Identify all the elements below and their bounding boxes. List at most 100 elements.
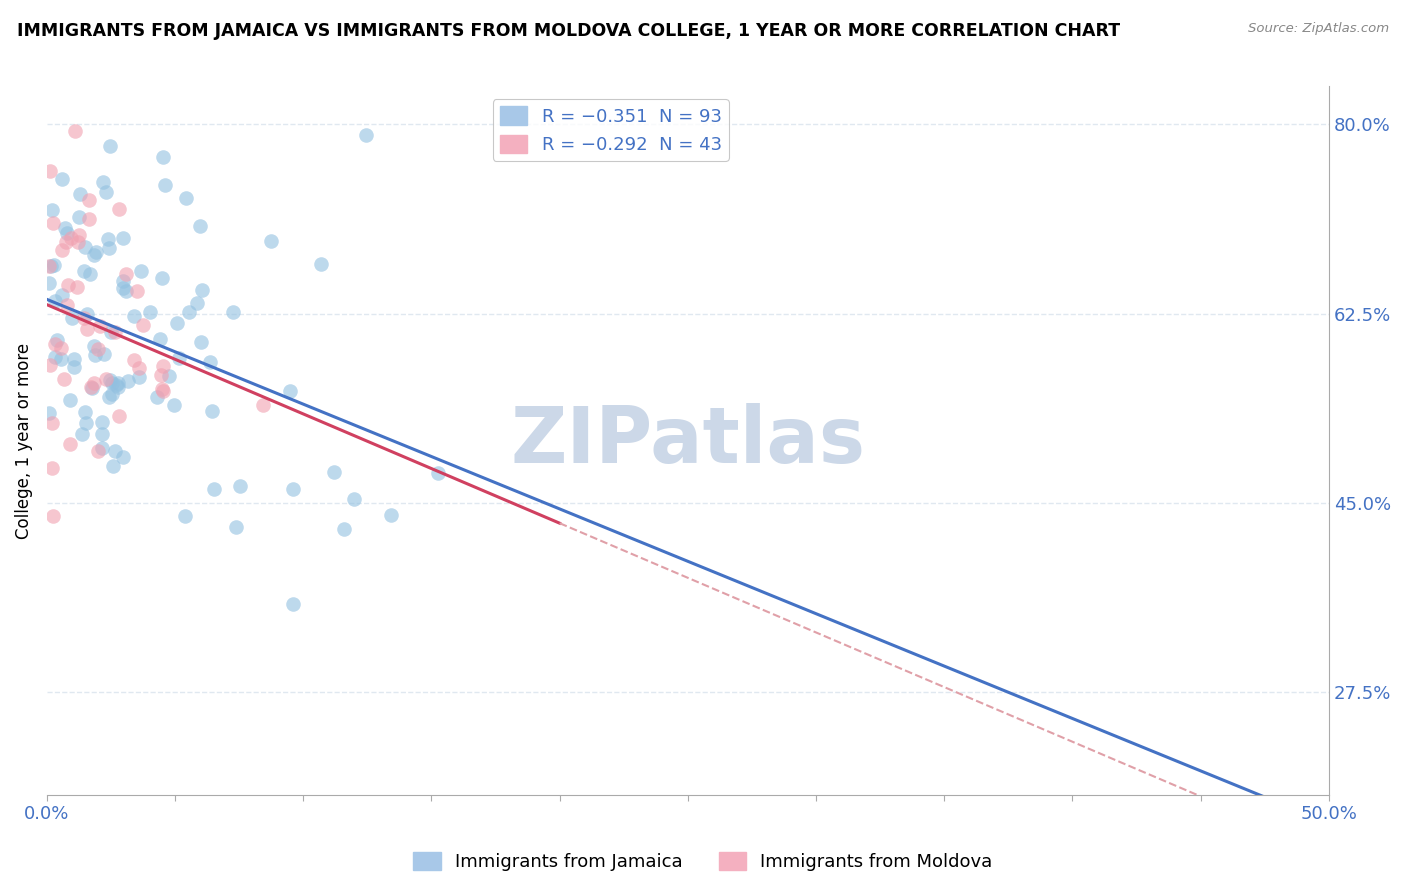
Point [100, 376, 122, 390]
Point [333, 522, 356, 536]
Point [166, 316, 188, 330]
Point [67, 235, 90, 250]
Point [107, 202, 129, 216]
Point [129, 264, 152, 278]
Point [79, 267, 101, 281]
Point [59, 437, 82, 451]
Point [145, 390, 167, 404]
Point [55, 220, 77, 235]
Point [77, 211, 100, 226]
Point [39, 259, 62, 273]
Point [107, 380, 129, 394]
Point [427, 467, 450, 481]
Point [66, 280, 89, 294]
Point [70, 427, 93, 442]
Point [55, 235, 77, 249]
Point [97, 241, 120, 255]
Point [98, 373, 121, 387]
Point [225, 520, 247, 534]
Point [157, 369, 180, 384]
Point [201, 404, 224, 418]
Point [38, 164, 60, 178]
Point [125, 284, 148, 298]
Point [111, 231, 134, 245]
Point [67, 227, 90, 242]
Point [94, 185, 117, 199]
Point [59, 230, 82, 244]
Point [122, 352, 145, 367]
Point [75, 416, 97, 430]
Point [132, 318, 155, 333]
Point [111, 274, 134, 288]
Point [94, 372, 117, 386]
Point [322, 465, 344, 479]
Point [128, 360, 150, 375]
Point [51, 243, 73, 257]
Point [278, 384, 301, 398]
Point [77, 194, 100, 208]
Point [41, 416, 63, 430]
Point [86, 342, 108, 356]
Point [186, 296, 208, 310]
Point [97, 232, 120, 246]
Point [174, 191, 197, 205]
Point [42, 259, 65, 273]
Point [229, 479, 252, 493]
Point [107, 376, 129, 391]
Point [153, 178, 176, 193]
Point [112, 450, 135, 464]
Point [93, 347, 115, 361]
Point [51, 172, 73, 186]
Point [150, 383, 173, 397]
Point [83, 376, 105, 390]
Point [38, 276, 60, 290]
Text: IMMIGRANTS FROM JAMAICA VS IMMIGRANTS FROM MOLDOVA COLLEGE, 1 YEAR OR MORE CORRE: IMMIGRANTS FROM JAMAICA VS IMMIGRANTS FR… [17, 22, 1121, 40]
Point [83, 248, 105, 262]
Point [56, 278, 79, 293]
Point [83, 348, 105, 362]
Point [139, 305, 162, 319]
Point [343, 491, 366, 506]
Point [87, 443, 110, 458]
Point [59, 392, 82, 407]
Point [188, 219, 211, 233]
Point [38, 359, 60, 373]
Point [311, 258, 333, 272]
Point [108, 409, 131, 423]
Point [152, 384, 174, 399]
Point [191, 284, 214, 298]
Point [101, 387, 124, 401]
Point [38, 259, 60, 273]
Point [90, 415, 112, 429]
Point [56, 226, 79, 240]
Point [128, 370, 150, 384]
Point [44, 293, 66, 308]
Point [38, 406, 60, 420]
Point [115, 285, 138, 299]
Point [49, 341, 72, 355]
Point [167, 351, 190, 366]
Point [69, 186, 91, 201]
Point [104, 444, 127, 458]
Point [56, 298, 79, 312]
Point [89, 318, 111, 333]
Point [67, 211, 90, 225]
Point [44, 336, 66, 351]
Point [122, 309, 145, 323]
Point [41, 216, 63, 230]
Point [51, 288, 73, 302]
Point [162, 398, 184, 412]
Point [100, 325, 122, 339]
Point [202, 483, 225, 497]
Point [41, 202, 63, 217]
Point [283, 597, 305, 611]
Point [83, 339, 105, 353]
Point [73, 310, 96, 325]
Text: ZIPatlas: ZIPatlas [510, 402, 865, 479]
Point [60, 311, 83, 326]
Point [41, 461, 63, 475]
Point [105, 378, 128, 392]
Point [103, 325, 125, 339]
Point [63, 360, 86, 375]
Point [152, 150, 174, 164]
